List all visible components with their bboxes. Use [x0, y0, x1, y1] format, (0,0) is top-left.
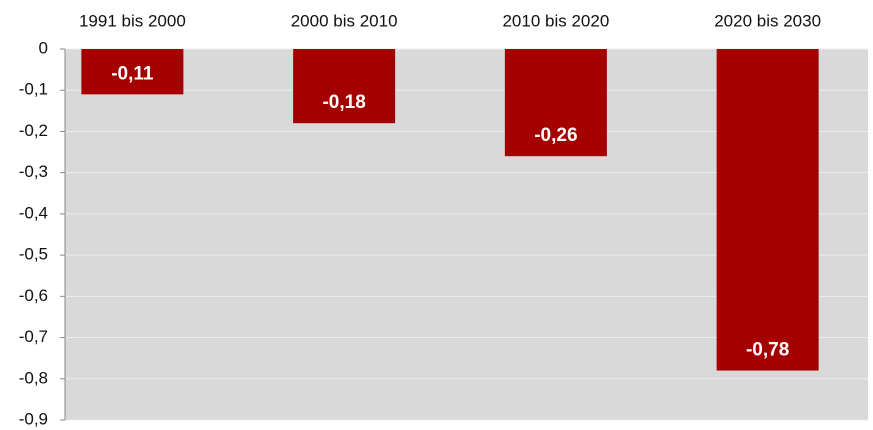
value-label: -0,11 [111, 63, 154, 84]
value-label: -0,18 [322, 92, 365, 113]
bar [504, 49, 607, 157]
y-tick-label: -0,8 [19, 368, 48, 387]
value-label: -0,78 [746, 340, 789, 361]
y-tick-label: -0,5 [19, 245, 48, 264]
y-tick-label: -0,9 [19, 409, 48, 428]
x-tick-label: 2020 bis 2030 [714, 11, 821, 30]
y-tick-label: -0,1 [19, 80, 48, 99]
y-tick-label: -0,7 [19, 327, 48, 346]
x-tick-label: 1991 bis 2000 [79, 11, 186, 30]
bar [293, 49, 396, 124]
x-tick-label: 2000 bis 2010 [291, 11, 398, 30]
y-tick-label: -0,3 [19, 162, 48, 181]
y-tick-label: 0 [39, 38, 48, 57]
y-tick-label: -0,6 [19, 286, 48, 305]
bar [716, 49, 819, 371]
value-label: -0,26 [534, 125, 577, 146]
y-tick-label: -0,2 [19, 121, 48, 140]
bar [81, 49, 184, 95]
y-tick-label: -0,4 [19, 203, 48, 222]
x-tick-label: 2010 bis 2020 [502, 11, 609, 30]
